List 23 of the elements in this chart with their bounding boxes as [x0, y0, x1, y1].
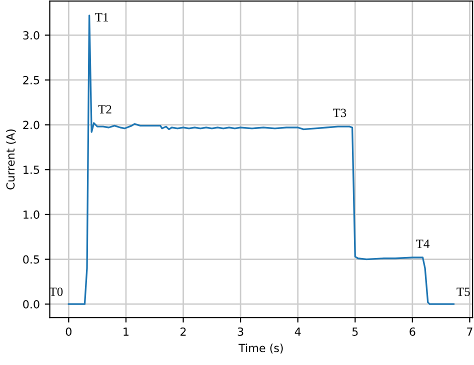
- y-tick-label: 3.0: [23, 31, 40, 40]
- annotation: T1: [95, 13, 108, 22]
- x-tick-label: 2: [180, 327, 186, 336]
- y-tick-label: 2.0: [23, 120, 40, 130]
- y-tick-label: 1.0: [24, 210, 40, 219]
- y-tick-label: 1.5: [24, 166, 40, 174]
- annotation: T5: [456, 288, 470, 296]
- x-axis-title: Time (s): [238, 344, 283, 354]
- annotation: T3: [332, 108, 346, 118]
- y-axis-title: Current (A): [6, 130, 16, 190]
- x-tick-label: 4: [294, 328, 301, 336]
- x-tick-label: 7: [467, 328, 472, 336]
- y-tick-label: 0.5: [23, 255, 40, 264]
- x-tick-label: 5: [352, 328, 358, 336]
- x-tick-label: 1: [124, 328, 128, 336]
- x-tick-label: 6: [410, 327, 416, 336]
- annotation: T4: [416, 240, 430, 248]
- x-tick-label: 0: [66, 327, 72, 336]
- y-tick-label: 2.5: [23, 76, 40, 84]
- annotation: T2: [98, 105, 112, 114]
- line-series: [68, 14, 455, 305]
- y-tick-label: 0.0: [23, 300, 40, 308]
- x-tick-label: 3: [238, 327, 244, 336]
